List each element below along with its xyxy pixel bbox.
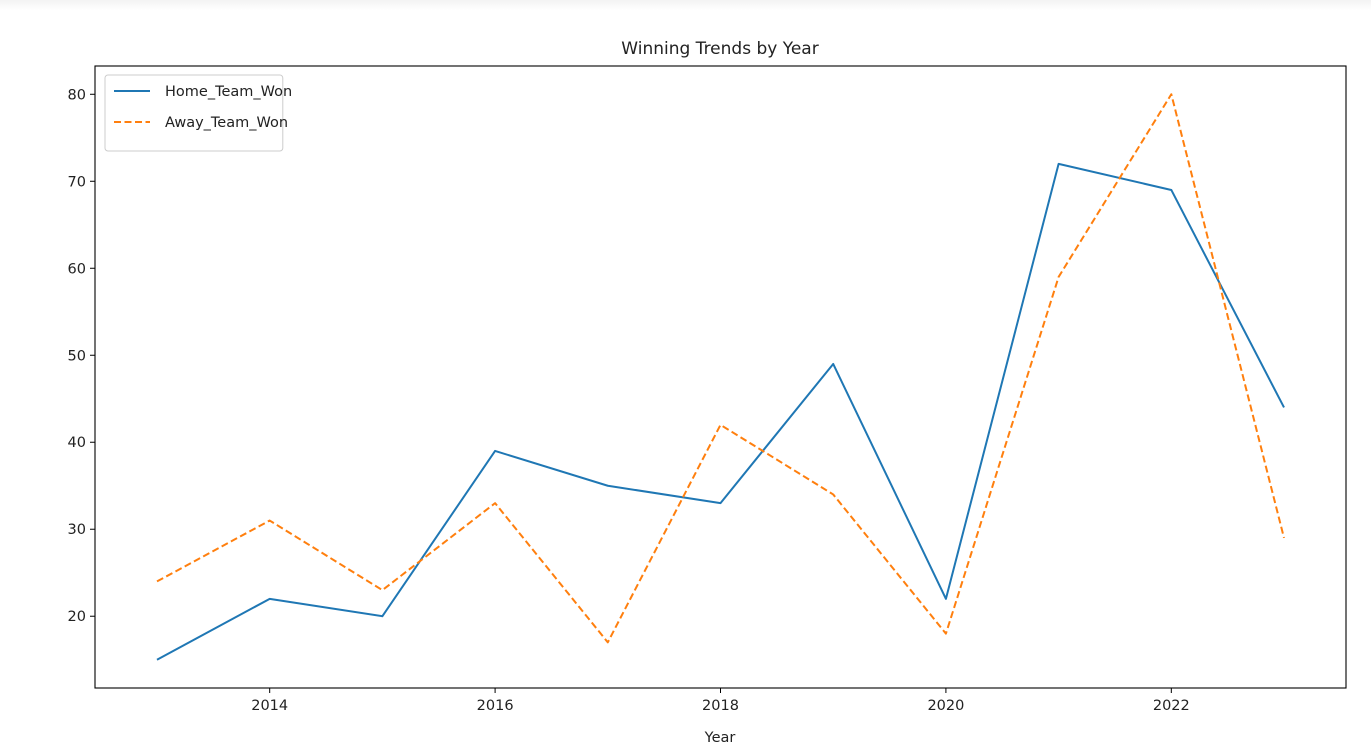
legend-label: Home_Team_Won [165, 84, 292, 100]
x-axis-title: Year [704, 730, 736, 746]
x-tick-label: 2022 [1153, 698, 1190, 714]
legend-box [104, 74, 284, 152]
series-line-home-team-won [156, 162, 1285, 661]
legend: Home_Team_Won Away_Team_Won [104, 74, 292, 152]
y-tick-label: 30 [68, 522, 86, 538]
chart-title: Winning Trends by Year [621, 39, 818, 59]
legend-label: Away_Team_Won [165, 115, 288, 131]
series-line-away-team-won [156, 93, 1285, 644]
y-tick-label: 20 [68, 609, 86, 625]
window-top-strip [0, 0, 1371, 10]
x-tick-label: 2016 [477, 698, 514, 714]
y-tick-label: 50 [68, 348, 86, 364]
y-axis: 20 30 40 50 60 70 80 [68, 87, 95, 625]
series-layer [156, 93, 1285, 661]
y-tick-label: 70 [68, 174, 86, 190]
x-tick-label: 2014 [251, 698, 288, 714]
x-tick-label: 2018 [702, 698, 739, 714]
y-tick-label: 60 [68, 261, 86, 277]
x-tick-label: 2020 [927, 698, 964, 714]
y-tick-label: 40 [68, 435, 86, 451]
y-tick-label: 80 [68, 87, 86, 103]
x-axis: 2014 2016 2018 2020 2022 [251, 688, 1190, 714]
plot-frame [94, 65, 1347, 689]
